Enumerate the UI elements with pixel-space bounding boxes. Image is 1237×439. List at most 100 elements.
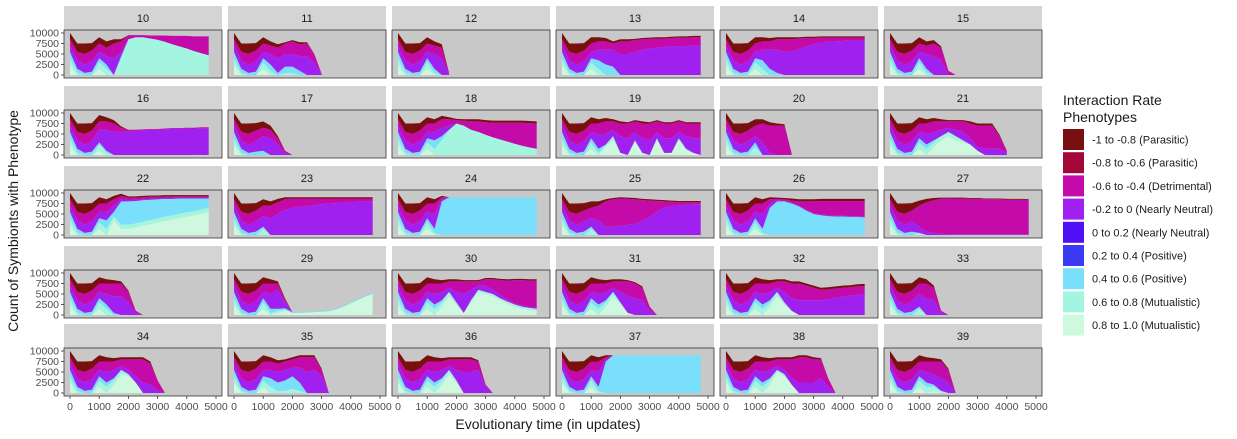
area-series — [70, 37, 209, 75]
area-series — [890, 33, 956, 75]
facet-strip-label: 19 — [629, 93, 641, 105]
area-series — [726, 363, 836, 393]
facet-panel-14: 14 — [719, 6, 879, 79]
area-series — [234, 51, 322, 75]
facet-panel-19: 19 — [555, 86, 715, 159]
facet-panel-18: 18 — [391, 86, 551, 159]
area-series — [70, 37, 209, 75]
legend-title: Phenotypes — [1063, 109, 1137, 125]
area-series — [398, 285, 537, 313]
area-series — [890, 279, 949, 315]
area-series — [398, 369, 493, 393]
area-series — [398, 197, 537, 225]
facet-border — [883, 109, 1043, 159]
x-tick-label: 1000 — [252, 401, 276, 413]
area-series — [234, 45, 322, 75]
facet-border — [883, 29, 1043, 79]
facet-border — [883, 189, 1043, 239]
area-series — [398, 374, 493, 393]
y-tick-label: 7500 — [36, 198, 60, 210]
y-tick-label: 5000 — [36, 49, 60, 61]
facet-strip — [884, 246, 1042, 270]
facet-strip — [392, 86, 550, 110]
area-series — [726, 138, 792, 155]
facet-strip-label: 26 — [793, 173, 805, 185]
area-series — [70, 363, 165, 393]
x-tick-label: 0 — [231, 401, 237, 413]
area-series — [890, 205, 1029, 235]
area-series — [562, 376, 701, 393]
facet-border — [555, 347, 715, 397]
facet-panel-36: 36 0 1000 2000 3000 4000 5000 — [391, 324, 556, 413]
facet-strip — [64, 324, 222, 348]
y-tick-label: 5000 — [36, 289, 60, 301]
legend-label: 0.6 to 0.8 (Mutualistic) — [1092, 297, 1200, 309]
legend-label: 0 to 0.2 (Nearly Neutral) — [1092, 227, 1209, 239]
area-series — [398, 273, 537, 294]
area-series — [726, 218, 865, 235]
area-series — [398, 119, 537, 149]
facet-border — [719, 269, 879, 319]
area-series — [234, 291, 373, 315]
x-tick-label: 0 — [559, 401, 565, 413]
area-series — [890, 357, 956, 393]
facet-strip — [64, 166, 222, 190]
facet-border — [719, 189, 879, 239]
area-series — [890, 285, 949, 315]
area-series — [562, 45, 701, 75]
facet-strip — [228, 246, 386, 270]
area-series — [398, 193, 537, 214]
legend-swatch — [1063, 245, 1084, 266]
facet-panel-31: 31 — [555, 246, 715, 319]
area-series — [234, 33, 322, 74]
area-series — [70, 211, 209, 235]
area-series — [398, 363, 493, 393]
y-tick-label: 10000 — [30, 346, 59, 358]
legend-label: 0.4 to 0.6 (Positive) — [1092, 274, 1187, 286]
area-series — [726, 58, 865, 75]
area-series — [398, 218, 537, 235]
x-tick-label: 1000 — [908, 401, 932, 413]
facet-strip-label: 21 — [957, 93, 969, 105]
area-series — [234, 211, 373, 235]
area-series — [890, 51, 956, 75]
area-series — [70, 33, 209, 54]
area-series — [234, 39, 322, 74]
area-series — [726, 125, 792, 155]
facet-border — [555, 189, 715, 239]
x-tick-label: 2000 — [445, 401, 469, 413]
area-series — [398, 33, 450, 73]
facet-panel-24: 24 — [391, 166, 551, 239]
area-series — [562, 136, 701, 155]
area-series — [70, 131, 209, 155]
legend-swatch — [1063, 198, 1084, 220]
facet-strip — [720, 86, 878, 110]
area-series — [398, 357, 493, 393]
legend-swatch — [1063, 152, 1084, 174]
facet-strip-label: 34 — [137, 331, 149, 343]
facet-strip-label: 29 — [301, 253, 313, 265]
area-series — [70, 198, 209, 235]
legend-swatch — [1063, 129, 1084, 150]
area-series — [562, 211, 701, 235]
facet-strip-label: 39 — [957, 331, 969, 343]
area-series — [726, 33, 865, 54]
facet-strip — [556, 246, 714, 270]
area-series — [890, 382, 956, 393]
y-tick-label: 7500 — [36, 118, 60, 130]
y-tick-label: 10000 — [30, 268, 59, 280]
area-series — [398, 351, 493, 393]
area-series — [562, 37, 701, 65]
facet-panel-32: 32 — [719, 246, 879, 319]
facet-strip-label: 33 — [957, 253, 969, 265]
area-series — [398, 123, 537, 153]
area-series — [70, 113, 209, 134]
area-series — [890, 363, 956, 393]
facet-panel-20: 20 — [719, 86, 879, 159]
area-series — [890, 119, 1007, 153]
area-series — [726, 357, 836, 393]
area-series — [234, 201, 373, 235]
area-series — [890, 58, 956, 75]
area-series — [890, 376, 956, 393]
